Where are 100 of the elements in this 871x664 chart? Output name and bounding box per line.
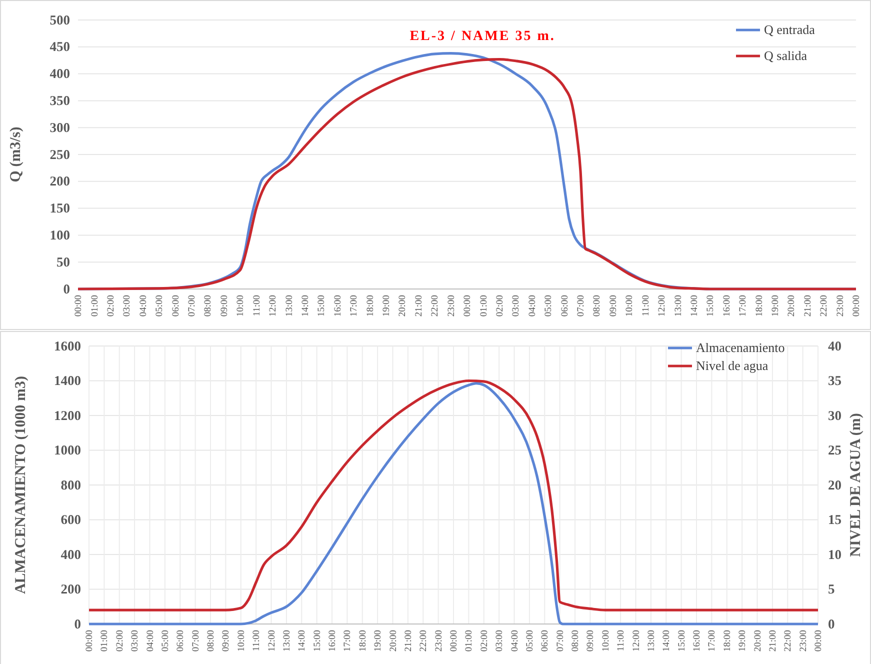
x-tick-label: 06:00	[171, 294, 182, 317]
x-tick-label: 12:00	[632, 630, 642, 652]
x-tick-label: 02:00	[106, 294, 116, 317]
x-tick-label: 10:00	[236, 294, 246, 317]
y-tick-label: 0	[74, 616, 82, 632]
x-tick-label: 21:00	[803, 294, 814, 317]
x-tick-label: 08:00	[571, 630, 582, 652]
y-tick-label: 300	[50, 120, 70, 135]
x-tick-label: 12:00	[658, 294, 668, 317]
x-tick-label: 01:00	[464, 630, 475, 652]
x-tick-label: 16:00	[328, 630, 338, 652]
x-tick-label: 09:00	[222, 630, 232, 652]
y-tick-label: 1400	[54, 373, 82, 388]
y2-tick-label: 25	[828, 442, 842, 458]
x-tick-label: 17:00	[350, 294, 360, 317]
y2-tick-label: 35	[828, 373, 842, 388]
x-tick-label: 20:00	[398, 294, 408, 317]
x-tick-label: 05:00	[155, 294, 166, 317]
y2-tick-label: 40	[828, 338, 842, 354]
x-tick-label: 07:00	[556, 630, 566, 652]
legend-label: Almacenamiento	[696, 340, 785, 355]
x-tick-label: 13:00	[282, 630, 292, 652]
y-tick-label: 1600	[54, 338, 82, 354]
x-tick-label: 09:00	[220, 294, 230, 317]
y2-tick-label: 30	[828, 408, 842, 423]
x-tick-label: 10:00	[625, 294, 636, 317]
x-tick-label: 22:00	[820, 294, 830, 317]
x-tick-label: 01:00	[100, 630, 110, 652]
y-tick-label: 50	[56, 254, 70, 270]
x-tick-label: 03:00	[130, 630, 141, 652]
x-tick-label: 13:00	[646, 630, 657, 652]
x-tick-label: 14:00	[298, 630, 308, 652]
x-tick-label: 00:00	[852, 294, 862, 317]
x-tick-label: 15:00	[677, 630, 688, 652]
y-tick-label: 1200	[54, 408, 82, 423]
x-tick-label: 20:00	[753, 630, 764, 652]
x-tick-label: 16:00	[722, 294, 732, 317]
x-tick-label: 11:00	[252, 630, 262, 652]
x-tick-label: 11:00	[641, 294, 652, 316]
x-tick-label: 19:00	[382, 294, 392, 317]
x-tick-label: 02:00	[480, 630, 490, 652]
y2-tick-label: 15	[828, 512, 842, 528]
x-tick-label: 20:00	[388, 630, 399, 652]
x-tick-label: 18:00	[366, 294, 376, 317]
x-tick-label: 18:00	[754, 294, 765, 317]
x-tick-label: 11:00	[616, 630, 627, 652]
x-tick-label: 08:00	[204, 294, 214, 317]
x-tick-label: 05:00	[160, 630, 171, 652]
x-tick-label: 06:00	[176, 630, 186, 652]
x-tick-label: 15:00	[312, 630, 323, 652]
x-tick-label: 09:00	[586, 630, 596, 652]
x-tick-label: 17:00	[708, 630, 718, 652]
x-tick-label: 03:00	[512, 294, 522, 317]
x-tick-label: 17:00	[738, 294, 749, 317]
x-tick-label: 00:00	[463, 294, 474, 317]
y-tick-label: 100	[50, 228, 70, 243]
x-tick-label: 19:00	[738, 630, 748, 652]
x-tick-label: 22:00	[419, 630, 430, 652]
x-tick-label: 12:00	[267, 630, 278, 652]
x-tick-label: 22:00	[430, 294, 441, 317]
x-tick-label: 07:00	[191, 630, 202, 652]
x-tick-label: 10:00	[601, 630, 612, 652]
x-tick-label: 14:00	[690, 294, 700, 317]
x-tick-label: 19:00	[771, 294, 781, 317]
legend-label: Q entrada	[764, 22, 816, 37]
x-tick-label: 23:00	[446, 294, 457, 317]
x-tick-label: 15:00	[706, 294, 716, 317]
x-tick-label: 21:00	[404, 630, 414, 652]
x-tick-label: 23:00	[434, 630, 444, 652]
x-tick-label: 15:00	[317, 294, 328, 317]
y-tick-label: 250	[50, 146, 70, 162]
legend-label: Q salida	[764, 48, 808, 63]
x-tick-label: 03:00	[122, 294, 133, 317]
x-tick-label: 14:00	[300, 294, 311, 317]
x-tick-label: 06:00	[540, 630, 551, 652]
y2-tick-label: 10	[828, 546, 842, 562]
y2-axis-title: NIVEL DE AGUA (m)	[848, 413, 864, 557]
x-tick-label: 05:00	[525, 630, 536, 652]
x-tick-label: 04:00	[510, 630, 520, 652]
x-tick-label: 22:00	[784, 630, 794, 652]
y-tick-label: 450	[50, 39, 70, 54]
x-tick-label: 00:00	[814, 630, 824, 652]
x-tick-label: 04:00	[528, 294, 538, 317]
x-tick-label: 23:00	[798, 630, 809, 652]
y2-tick-label: 20	[828, 477, 842, 492]
x-tick-label: 09:00	[608, 294, 619, 317]
x-tick-label: 13:00	[674, 294, 684, 317]
x-tick-label: 01:00	[90, 294, 100, 317]
y-tick-label: 400	[60, 546, 82, 562]
x-tick-label: 06:00	[560, 294, 570, 317]
x-tick-label: 07:00	[188, 294, 198, 317]
x-tick-label: 14:00	[662, 630, 672, 652]
x-tick-label: 01:00	[479, 294, 490, 317]
x-tick-label: 10:00	[236, 630, 247, 652]
x-tick-label: 12:00	[268, 294, 279, 317]
y-tick-label: 600	[60, 512, 82, 528]
y2-tick-label: 0	[828, 616, 835, 632]
x-tick-label: 04:00	[146, 630, 156, 652]
x-tick-label: 21:00	[768, 630, 778, 652]
y-tick-label: 200	[60, 582, 82, 597]
